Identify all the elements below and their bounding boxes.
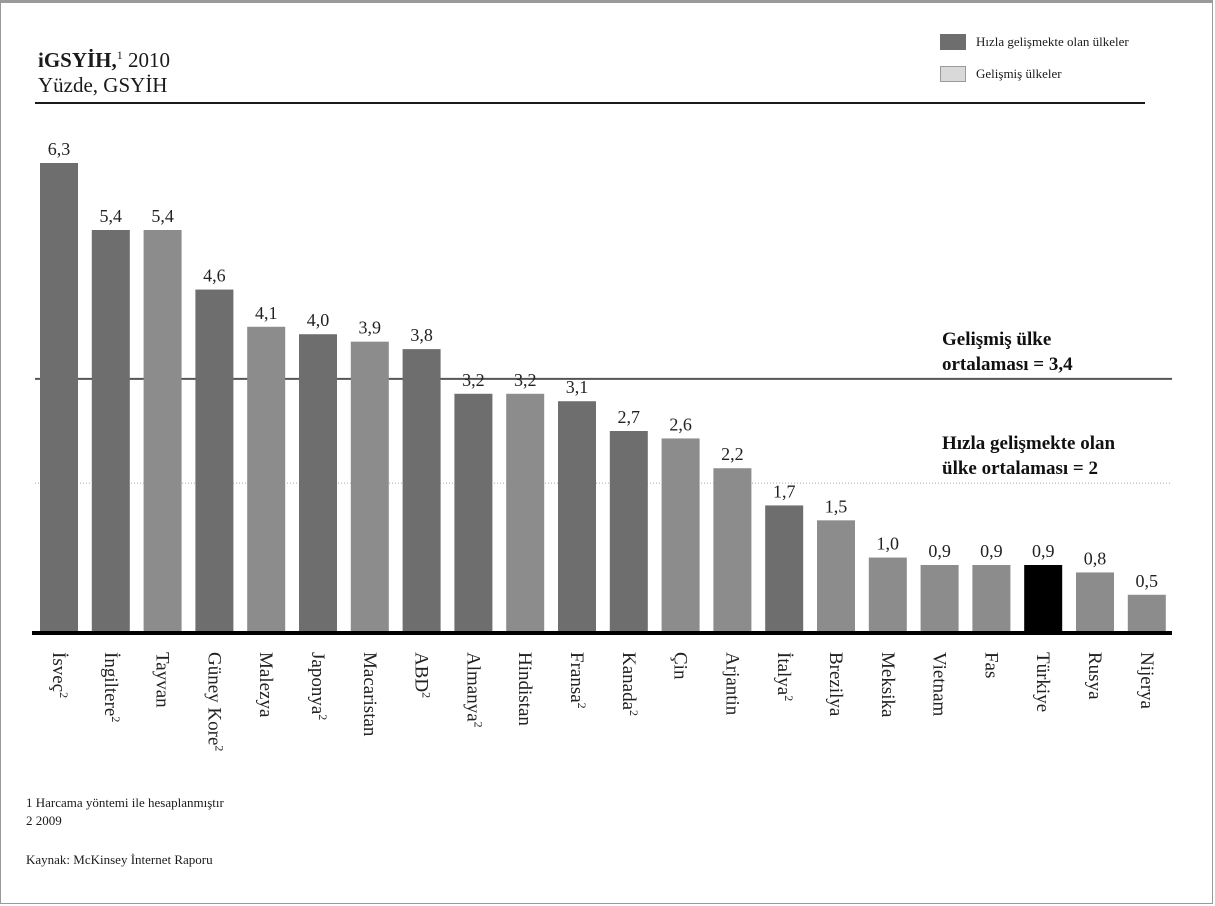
category-label: İsveç2 [48, 652, 71, 698]
bar [661, 438, 700, 632]
bar-value-label: 0,5 [1136, 571, 1159, 591]
category-label: Meksika [877, 652, 898, 718]
bar-value-label: 3,8 [410, 325, 433, 345]
legend-label-emerging: Hızla gelişmekte olan ülkeler [976, 34, 1129, 49]
footnote-2: 2 2009 [26, 813, 62, 828]
bar-value-label: 2,6 [669, 414, 692, 434]
title-year: 2010 [122, 48, 171, 72]
bar [299, 334, 337, 632]
bar [506, 393, 545, 632]
category-label: Güney Kore2 [203, 652, 226, 751]
bar-value-label: 0,9 [1032, 541, 1055, 561]
bar [91, 230, 130, 632]
category-label: Kanada2 [618, 652, 641, 716]
category-label: Nijerya [1136, 652, 1157, 710]
developed-average-label-2: ortalaması = 3,4 [942, 354, 1073, 375]
bar-value-label: 1,7 [773, 481, 796, 501]
category-footnote-mark: 2 [212, 745, 226, 751]
category-label: Tayvan [152, 652, 173, 708]
category-label: Çin [670, 652, 691, 680]
bar-value-label: 5,4 [151, 206, 174, 226]
category-footnote-mark: 2 [782, 695, 796, 701]
legend-swatch-emerging [940, 34, 966, 50]
legend-swatch-developed [940, 66, 966, 82]
bar [765, 505, 804, 632]
legend-item-developed: Gelişmiş ülkeler [940, 66, 1062, 82]
title-footnote-mark: 1 [116, 48, 123, 62]
category-label: Brezilya [825, 652, 846, 717]
bar [1076, 572, 1114, 632]
bar-value-label: 3,2 [462, 370, 485, 390]
emerging-average-label-1: Hızla gelişmekte olan [942, 433, 1116, 454]
legend-item-emerging: Hızla gelişmekte olan ülkeler [940, 34, 1129, 50]
bar [609, 431, 648, 632]
category-footnote-mark: 2 [109, 716, 123, 722]
category-footnote-mark: 2 [575, 703, 589, 709]
category-label: Hindistan [514, 652, 535, 726]
bar [402, 349, 441, 632]
bar-value-label: 6,3 [48, 139, 71, 159]
bar [247, 326, 286, 632]
emerging-average-label-2: ülke ortalaması = 2 [942, 458, 1098, 479]
category-label: ABD2 [411, 652, 434, 698]
bar-value-label: 0,9 [928, 541, 951, 561]
bar-value-label: 4,0 [307, 310, 330, 330]
bar [817, 520, 855, 632]
bar [1127, 594, 1166, 632]
bar-value-label: 3,2 [514, 370, 537, 390]
category-footnote-mark: 2 [57, 692, 71, 698]
title-divider [35, 102, 1145, 104]
category-label: Macaristan [359, 652, 380, 737]
bar-value-label: 2,7 [618, 407, 641, 427]
bar-value-label: 4,6 [203, 266, 226, 286]
legend-label-developed: Gelişmiş ülkeler [976, 66, 1062, 81]
title-main: iGSYİH, [38, 48, 117, 72]
bar-value-label: 1,5 [825, 496, 848, 516]
bar-value-label: 1,0 [877, 534, 900, 554]
category-footnote-mark: 2 [420, 692, 434, 698]
bar-value-label: 5,4 [100, 206, 123, 226]
category-label: Rusya [1084, 652, 1105, 700]
bar [454, 393, 493, 632]
category-label: Fransa2 [566, 652, 589, 709]
category-footnote-mark: 2 [471, 722, 485, 728]
bar [143, 230, 182, 632]
bar [868, 557, 907, 632]
bar [1024, 565, 1063, 632]
bar [972, 565, 1011, 632]
source-note: Kaynak: McKinsey İnternet Raporu [26, 852, 213, 867]
category-label: Türkiye [1032, 652, 1053, 712]
bar-value-label: 0,8 [1084, 548, 1107, 568]
category-label: Fas [980, 652, 1001, 678]
category-footnote-mark: 2 [627, 710, 641, 716]
bar [195, 289, 234, 632]
footnote-1: 1 Harcama yöntemi ile hesaplanmıştır [26, 795, 224, 810]
bar [920, 565, 959, 632]
category-footnote-mark: 2 [316, 714, 330, 720]
category-label: Arjantin [721, 652, 742, 716]
bar [713, 468, 752, 632]
bar-value-label: 3,9 [359, 318, 382, 338]
bar-value-label: 4,1 [255, 303, 278, 323]
chart-title: iGSYİH,1 2010 [38, 42, 170, 73]
bar-value-label: 3,1 [566, 377, 589, 397]
category-label: Almanya2 [462, 652, 485, 728]
bar-value-label: 0,9 [980, 541, 1003, 561]
bar [40, 163, 78, 632]
category-label: Japonya2 [307, 652, 330, 720]
bar-value-label: 2,2 [721, 444, 744, 464]
chart-subtitle: Yüzde, GSYİH [38, 73, 168, 97]
category-label: Vietnam [929, 652, 950, 717]
developed-average-label-1: Gelişmiş ülke [942, 329, 1051, 350]
category-label: Malezya [255, 652, 276, 718]
bar [350, 341, 389, 632]
category-label: İtalya2 [773, 652, 796, 701]
category-label: İngiltere2 [100, 652, 123, 722]
bar [558, 401, 596, 632]
